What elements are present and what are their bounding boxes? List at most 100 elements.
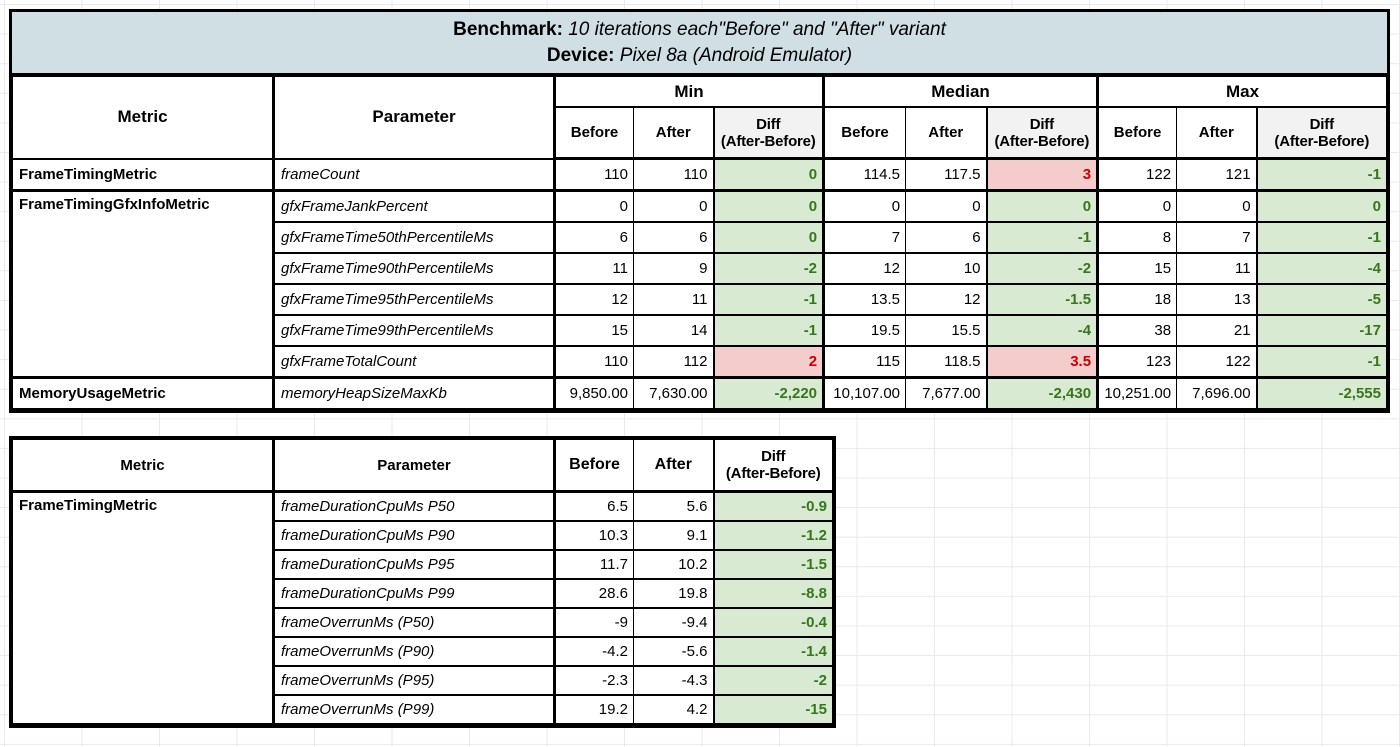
cell-parameter[interactable]: frameOverrunMs (P90): [272, 636, 555, 667]
cell-value[interactable]: 112: [633, 345, 714, 379]
cell-diff-value[interactable]: 0: [712, 157, 825, 192]
cell-diff-value[interactable]: -1: [1255, 221, 1387, 254]
column-header-metric[interactable]: Metric: [12, 76, 274, 159]
cell-parameter[interactable]: frameOverrunMs (P95): [272, 665, 555, 696]
column-header-parameter[interactable]: Parameter: [272, 439, 555, 493]
cell-value[interactable]: 110: [633, 157, 714, 192]
cell-diff-value[interactable]: -15: [712, 694, 833, 725]
cell-parameter[interactable]: frameDurationCpuMs P95: [272, 549, 555, 580]
column-header-before[interactable]: Before: [1096, 106, 1178, 160]
cell-value[interactable]: 6: [633, 221, 714, 254]
cell-parameter[interactable]: gfxFrameTime90thPercentileMs: [272, 252, 555, 285]
cell-value[interactable]: 122: [1176, 345, 1258, 379]
cell-value[interactable]: 14: [633, 314, 714, 347]
cell-metric[interactable]: FrameTimingMetric: [12, 490, 274, 725]
cell-value[interactable]: -4.2: [553, 636, 634, 667]
cell-parameter[interactable]: gfxFrameTime50thPercentileMs: [272, 221, 555, 254]
cell-value[interactable]: 15.5: [905, 314, 988, 347]
cell-diff-value[interactable]: 3: [985, 157, 1099, 192]
cell-diff-value[interactable]: 0: [712, 189, 825, 223]
cell-value[interactable]: 8: [1096, 221, 1178, 254]
cell-value[interactable]: 122: [1096, 157, 1178, 192]
cell-value[interactable]: 0: [1096, 189, 1178, 223]
cell-value[interactable]: 4.2: [633, 694, 714, 725]
cell-value[interactable]: 7: [822, 221, 907, 254]
cell-value[interactable]: 0: [1176, 189, 1258, 223]
cell-value[interactable]: 9: [633, 252, 714, 285]
cell-value[interactable]: -4.3: [633, 665, 714, 696]
cell-value[interactable]: 115: [822, 345, 907, 379]
cell-value[interactable]: 9.1: [633, 520, 714, 551]
cell-diff-value[interactable]: -1.4: [712, 636, 833, 667]
cell-diff-value[interactable]: 3.5: [985, 345, 1099, 379]
cell-value[interactable]: 10.3: [553, 520, 634, 551]
cell-diff-value[interactable]: -1.2: [712, 520, 833, 551]
cell-diff-value[interactable]: -1.5: [712, 549, 833, 580]
cell-diff-value[interactable]: -4: [1255, 252, 1387, 285]
cell-value[interactable]: 11.7: [553, 549, 634, 580]
cell-value[interactable]: 110: [553, 345, 634, 379]
cell-value[interactable]: 10.2: [633, 549, 714, 580]
cell-diff-value[interactable]: -0.4: [712, 607, 833, 638]
column-header-after[interactable]: After: [905, 106, 988, 160]
cell-parameter[interactable]: frameCount: [272, 157, 555, 192]
cell-diff-value[interactable]: -8.8: [712, 578, 833, 609]
cell-value[interactable]: 0: [633, 189, 714, 223]
cell-diff-value[interactable]: -2,220: [712, 376, 825, 410]
cell-parameter[interactable]: gfxFrameJankPercent: [272, 189, 555, 223]
cell-parameter[interactable]: gfxFrameTime95thPercentileMs: [272, 283, 555, 316]
cell-value[interactable]: 12: [905, 283, 988, 316]
cell-value[interactable]: 7: [1176, 221, 1258, 254]
cell-diff-value[interactable]: -1: [985, 221, 1099, 254]
column-header-after[interactable]: After: [1176, 106, 1258, 160]
cell-parameter[interactable]: frameDurationCpuMs P90: [272, 520, 555, 551]
cell-parameter[interactable]: gfxFrameTotalCount: [272, 345, 555, 379]
cell-value[interactable]: 11: [1176, 252, 1258, 285]
cell-value[interactable]: 38: [1096, 314, 1178, 347]
cell-value[interactable]: 117.5: [905, 157, 988, 192]
column-header-metric[interactable]: Metric: [12, 439, 274, 493]
cell-value[interactable]: -2.3: [553, 665, 634, 696]
cell-value[interactable]: -9.4: [633, 607, 714, 638]
cell-value[interactable]: 11: [553, 252, 634, 285]
cell-value[interactable]: 15: [1096, 252, 1178, 285]
cell-metric[interactable]: MemoryUsageMetric: [12, 376, 274, 410]
cell-value[interactable]: 118.5: [905, 345, 988, 379]
cell-metric[interactable]: FrameTimingMetric: [12, 157, 274, 192]
cell-value[interactable]: 0: [553, 189, 634, 223]
cell-value[interactable]: 6.5: [553, 490, 634, 522]
column-header-diff[interactable]: Diff (After-Before): [712, 439, 833, 493]
cell-parameter[interactable]: memoryHeapSizeMaxKb: [272, 376, 555, 410]
cell-diff-value[interactable]: -17: [1255, 314, 1387, 347]
cell-diff-value[interactable]: -1: [712, 283, 825, 316]
cell-diff-value[interactable]: -0.9: [712, 490, 833, 522]
group-header-max[interactable]: Max: [1096, 76, 1387, 108]
cell-diff-value[interactable]: -2,430: [985, 376, 1099, 410]
cell-diff-value[interactable]: -2,555: [1255, 376, 1387, 410]
cell-diff-value[interactable]: -1: [1255, 345, 1387, 379]
cell-metric[interactable]: FrameTimingGfxInfoMetric: [12, 189, 274, 379]
cell-value[interactable]: 10,107.00: [822, 376, 907, 410]
cell-value[interactable]: 7,677.00: [905, 376, 988, 410]
cell-value[interactable]: 12: [822, 252, 907, 285]
cell-diff-value[interactable]: 0: [1255, 189, 1387, 223]
cell-parameter[interactable]: frameDurationCpuMs P50: [272, 490, 555, 522]
cell-value[interactable]: 5.6: [633, 490, 714, 522]
column-header-after[interactable]: After: [633, 439, 714, 493]
cell-parameter[interactable]: frameOverrunMs (P50): [272, 607, 555, 638]
group-header-min[interactable]: Min: [552, 76, 825, 108]
cell-diff-value[interactable]: -4: [985, 314, 1099, 347]
cell-value[interactable]: 21: [1176, 314, 1258, 347]
cell-value[interactable]: 12: [553, 283, 634, 316]
cell-value[interactable]: -5.6: [633, 636, 714, 667]
cell-value[interactable]: 15: [553, 314, 634, 347]
cell-diff-value[interactable]: 0: [712, 221, 825, 254]
cell-parameter[interactable]: frameDurationCpuMs P99: [272, 578, 555, 609]
cell-diff-value[interactable]: 0: [985, 189, 1099, 223]
cell-diff-value[interactable]: -1.5: [985, 283, 1099, 316]
cell-diff-value[interactable]: -2: [712, 252, 825, 285]
column-header-parameter[interactable]: Parameter: [272, 76, 555, 159]
cell-value[interactable]: 110: [553, 157, 634, 192]
cell-parameter[interactable]: gfxFrameTime99thPercentileMs: [272, 314, 555, 347]
cell-diff-value[interactable]: -5: [1255, 283, 1387, 316]
